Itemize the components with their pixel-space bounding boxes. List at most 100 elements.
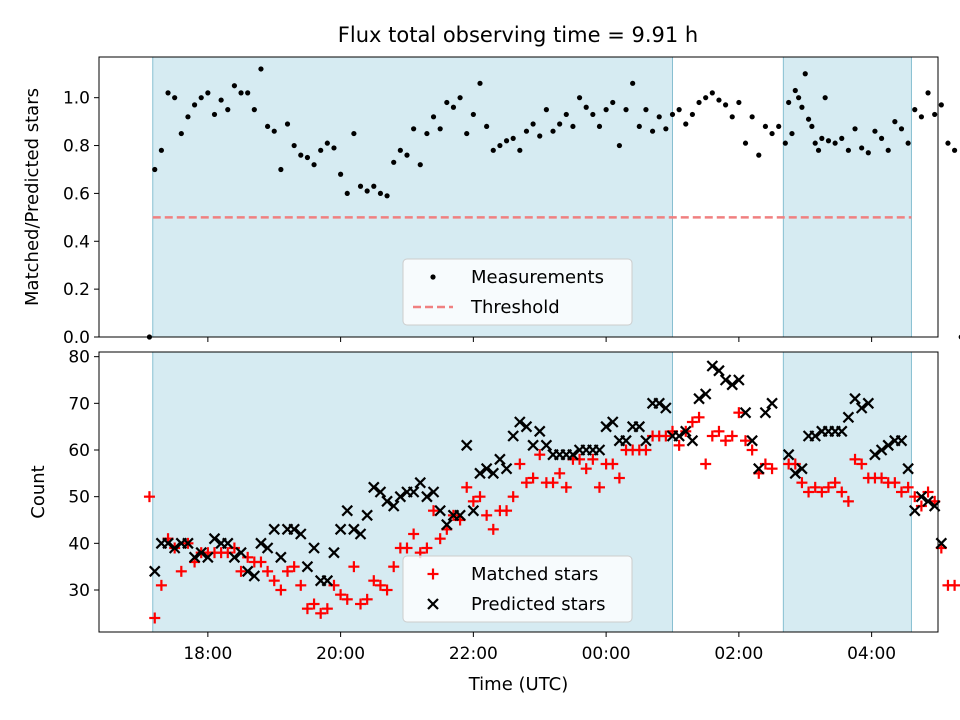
predicted-star-point-b bbox=[699, 388, 712, 400]
predicted-star-point-b bbox=[480, 462, 493, 475]
predicted-star-point bbox=[593, 444, 606, 456]
predicted-star-point-b bbox=[507, 430, 519, 442]
measurement-point bbox=[649, 128, 656, 134]
measurement-point bbox=[377, 190, 384, 197]
predicted-star-point-b bbox=[407, 486, 420, 498]
bottom-y-tick-label: 70 bbox=[68, 394, 90, 414]
predicted-star-point bbox=[480, 462, 493, 475]
predicted-star-point bbox=[374, 486, 387, 498]
matched-star-point bbox=[341, 593, 353, 605]
predicted-star-point bbox=[686, 434, 699, 447]
predicted-star-point bbox=[328, 546, 340, 559]
measurement-point bbox=[391, 159, 397, 165]
predicted-star-point-b bbox=[148, 565, 161, 578]
predicted-star-point bbox=[733, 374, 745, 386]
predicted-star-point-b bbox=[902, 462, 914, 475]
matched-star-point bbox=[746, 444, 758, 456]
predicted-star-point bbox=[882, 439, 894, 452]
matched-star-point bbox=[895, 486, 907, 498]
predicted-star-point bbox=[653, 397, 665, 410]
measurement-point bbox=[762, 123, 769, 130]
measurement-point bbox=[530, 121, 536, 127]
measurement-point bbox=[225, 107, 231, 113]
matched-star-point bbox=[401, 542, 413, 554]
matched-star-point bbox=[514, 458, 526, 470]
predicted-star-point-b bbox=[726, 378, 739, 391]
predicted-star-point bbox=[895, 434, 908, 447]
measurement-point bbox=[231, 83, 238, 89]
predicted-star-point-b bbox=[567, 448, 579, 461]
predicted-star-point-b bbox=[434, 504, 446, 517]
predicted-star-point-b bbox=[182, 537, 194, 550]
matched-star-point bbox=[434, 533, 446, 545]
predicted-star-point-b bbox=[474, 467, 486, 480]
matched-star-point bbox=[255, 556, 267, 568]
predicted-star-point-b bbox=[759, 406, 772, 419]
matched-star-point bbox=[428, 505, 440, 517]
matched-star-point bbox=[487, 523, 499, 535]
observing-window-2 bbox=[782, 56, 912, 338]
measurement-point bbox=[819, 135, 825, 141]
measurement-point bbox=[450, 104, 457, 110]
predicted-star-point bbox=[248, 570, 261, 582]
measurement-point bbox=[805, 116, 812, 122]
predicted-star-point bbox=[633, 420, 646, 433]
predicted-star-point bbox=[441, 518, 453, 531]
measurement-point bbox=[825, 138, 832, 144]
matched-star-point bbox=[374, 579, 386, 591]
predicted-star-point-b bbox=[533, 425, 546, 438]
predicted-star-point-b bbox=[855, 402, 868, 414]
matched-star-point bbox=[262, 565, 274, 577]
matched-star-point bbox=[554, 467, 566, 479]
measurement-point bbox=[630, 80, 636, 86]
predicted-star-point-b bbox=[195, 546, 207, 559]
predicted-star-point bbox=[620, 434, 632, 447]
predicted-star-point bbox=[540, 439, 553, 452]
predicted-star-point-b bbox=[633, 420, 646, 433]
measurement-point bbox=[596, 123, 603, 130]
predicted-star-point bbox=[766, 397, 778, 410]
observing-window-2 bbox=[782, 351, 912, 633]
bottom-y-tick-label: 60 bbox=[68, 441, 90, 461]
measurement-point bbox=[278, 166, 284, 173]
predicted-star-point-b bbox=[374, 486, 387, 498]
measurement-point bbox=[563, 111, 569, 118]
measurement-point bbox=[776, 123, 782, 130]
predicted-star-point bbox=[673, 430, 685, 442]
matched-star-point bbox=[507, 491, 519, 503]
predicted-star-point bbox=[188, 551, 201, 564]
matched-star-point bbox=[816, 486, 828, 498]
measurement-point bbox=[245, 90, 251, 96]
predicted-star-point-b bbox=[789, 467, 802, 480]
predicted-star-point-b bbox=[895, 434, 908, 447]
matched-star-point bbox=[155, 579, 167, 591]
predicted-star-point bbox=[407, 486, 420, 498]
predicted-star-point bbox=[699, 388, 712, 400]
matched-star-point bbox=[315, 607, 327, 619]
predicted-star-point-b bbox=[875, 444, 888, 456]
bottom-panel: 30 40 50 60 70 80 18:00 20:00 22:00 00:00 02:00 04… bbox=[28, 348, 960, 695]
measurement-point bbox=[191, 102, 198, 108]
measurement-point bbox=[623, 107, 629, 113]
matched-star-point bbox=[361, 593, 373, 605]
predicted-star-point bbox=[341, 504, 354, 517]
matched-star-point bbox=[909, 491, 921, 503]
predicted-star-point bbox=[308, 542, 320, 554]
measurement-point bbox=[663, 126, 669, 132]
predicted-star-point-b bbox=[686, 434, 699, 447]
predicted-star-point-b bbox=[706, 360, 719, 372]
bottom-axes-frame bbox=[98, 351, 939, 633]
measurement-point bbox=[945, 140, 951, 146]
predicted-star-point-b bbox=[915, 490, 928, 503]
measurement-point bbox=[938, 102, 944, 108]
predicted-star-point bbox=[421, 490, 433, 503]
predicted-star-point-b bbox=[527, 439, 539, 452]
predicted-star-point-b bbox=[653, 397, 665, 410]
predicted-star-point bbox=[746, 434, 758, 447]
legend-plus bbox=[427, 568, 439, 580]
measurement-point bbox=[430, 114, 437, 120]
measurement-point bbox=[878, 135, 885, 141]
measurement-point bbox=[537, 133, 543, 139]
measurement-point bbox=[643, 107, 649, 113]
predicted-star-point-b bbox=[235, 546, 247, 559]
